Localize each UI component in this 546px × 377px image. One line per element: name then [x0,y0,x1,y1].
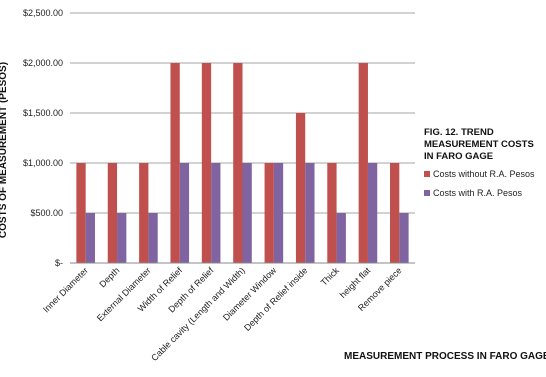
bar-without-ra [201,63,212,263]
x-tick-label: Diameter Window [221,265,279,323]
bar-without-ra [264,163,274,263]
y-tick-label: $500.00 [30,208,63,218]
y-tick-labels: $- $500.00 $1,000.00 $1,500.00 $2,000.00 $2,5… [23,8,63,268]
legend-label: Costs with R.A. Pesos [433,188,523,198]
chart-title-line: MEASUREMENT COSTS [424,139,534,150]
bar-without-ra [107,163,118,263]
bar-with-ra [273,163,284,263]
y-tick-label: $- [55,258,63,268]
bar-with-ra [148,213,158,263]
x-tick-label: Depth of Relief inside [242,265,310,333]
legend-swatch [424,190,430,196]
chart-title-line: FIG. 12. TREND [424,127,494,138]
bar-without-ra [295,113,306,263]
bar-with-ra [305,163,315,263]
y-tick-label: $2,500.00 [23,8,63,18]
y-axis-title: COSTS OF MEASUREMENT (PESOS) [0,62,9,238]
bar-with-ra [117,213,127,263]
bar-without-ra [76,163,86,263]
bar-without-ra [139,163,149,263]
x-axis-title: MEASUREMENT PROCESS IN FARO GAGE [344,351,546,362]
bar-without-ra [390,163,400,263]
bar-without-ra [327,163,337,263]
x-tick-label: Depth [97,265,121,289]
bar-with-ra [367,163,378,263]
bar-with-ra [85,213,95,263]
legend-label: Costs without R.A. Pesos [433,169,535,179]
bar-with-ra [399,213,409,263]
y-tick-label: $1,500.00 [23,108,63,118]
x-tick-label: Thick [319,265,342,288]
chart-title-line: IN FARO GAGE [424,151,493,162]
bar-without-ra [170,63,180,263]
bar-with-ra [336,213,346,263]
bar-with-ra [211,163,221,263]
bar-with-ra [179,163,190,263]
y-tick-label: $1,000.00 [23,158,63,168]
bar-without-ra [233,63,243,263]
bar-with-ra [242,163,252,263]
legend-swatch [424,171,430,177]
bar-without-ra [358,63,368,263]
legend: Costs without R.A. Pesos Costs with R.A. … [424,169,535,198]
x-tick-label: Inner Diameter [41,265,90,314]
x-tick-label: External Diameter [95,265,153,323]
bars [76,63,409,263]
y-tick-label: $2,000.00 [23,58,63,68]
